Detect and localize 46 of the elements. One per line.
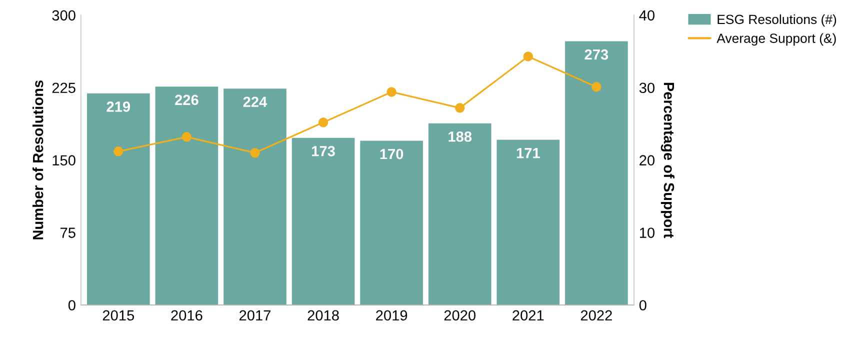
y-tick-label: 225: [52, 82, 76, 94]
bar: [224, 88, 286, 305]
x-tick-label: 2016: [171, 310, 202, 321]
point: [523, 52, 534, 62]
y2-tick-label: 10: [640, 228, 655, 238]
bar: [292, 138, 355, 305]
data-label: 188: [448, 131, 472, 142]
x-tick-label: 2019: [376, 310, 408, 321]
y-tick-label: 300: [52, 10, 76, 21]
point: [592, 82, 602, 92]
point: [114, 146, 124, 156]
data-label: 173: [312, 146, 335, 156]
point: [182, 132, 192, 142]
bar: [428, 123, 492, 305]
legend-label: ESG Resolutions (#): [718, 14, 836, 27]
y2-tick-label: 40: [639, 10, 655, 21]
x-tick-label: 2022: [580, 310, 612, 321]
x-tick-label: 2015: [102, 310, 134, 321]
legend-label: Average Support (&): [716, 33, 836, 46]
y-axis-title: Number of Resolutions: [32, 80, 44, 240]
data-label: 224: [243, 96, 268, 107]
data-label: 171: [516, 148, 540, 158]
data-label: 219: [106, 102, 130, 112]
y-tick-label: 0: [68, 300, 76, 310]
bar: [360, 140, 423, 305]
y-tick-label: 150: [52, 155, 76, 166]
bar: [496, 140, 560, 305]
x-tick-label: 2020: [444, 310, 476, 321]
bar: [565, 41, 628, 305]
data-label: 226: [175, 94, 198, 106]
point: [250, 148, 260, 158]
y2-tick-label: 30: [639, 82, 655, 94]
bar: [155, 86, 218, 305]
x-tick-label: 2017: [240, 310, 270, 321]
point: [386, 87, 396, 97]
point: [454, 103, 465, 113]
bar: [86, 93, 150, 305]
data-label: 273: [584, 49, 608, 60]
x-tick-label: 2018: [308, 310, 339, 321]
y2-tick-label: 20: [640, 155, 655, 166]
data-label: 170: [380, 148, 404, 160]
y2-axis-title: Percentage of Support: [660, 82, 675, 238]
y-tick-label: 75: [60, 228, 76, 238]
point: [318, 118, 328, 128]
y2-tick-label: 0: [639, 300, 646, 310]
x-tick-label: 2021: [512, 310, 544, 321]
